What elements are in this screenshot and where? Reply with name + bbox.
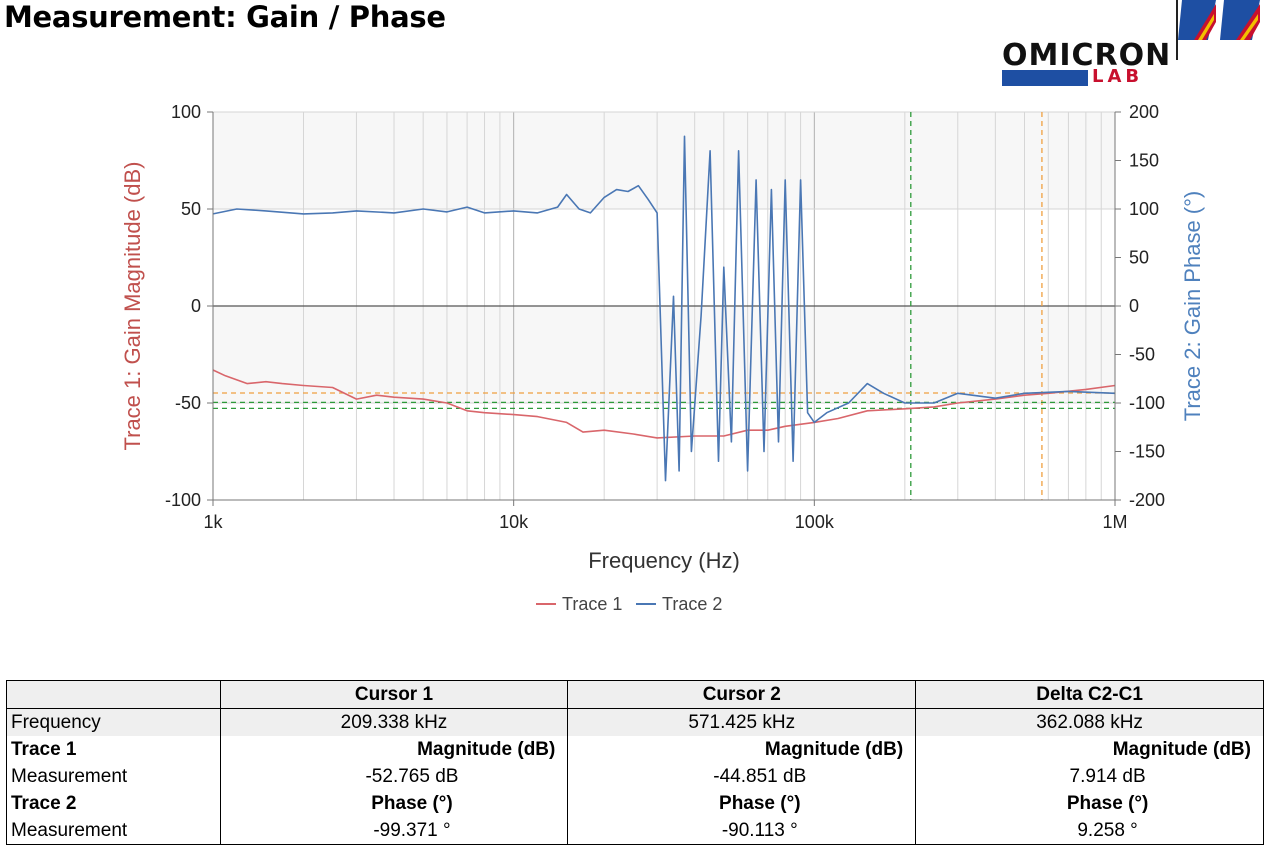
table-cell: Measurement [6, 817, 221, 845]
table-cell: Magnitude (dB) [915, 736, 1264, 763]
y-left-tick-label: 100 [171, 102, 201, 122]
y-right-tick-label: 200 [1129, 102, 1159, 122]
table-header-row: Cursor 1 Cursor 2 Delta C2-C1 [6, 680, 1264, 709]
x-axis-label: Frequency (Hz) [588, 548, 740, 573]
table-cell: Trace 1 [6, 736, 221, 763]
logo-brand-text: OMICRON [1002, 38, 1172, 73]
y-left-tick-label: -100 [165, 490, 201, 510]
x-tick-label: 10k [499, 512, 529, 532]
logo-emblem-icon [1178, 0, 1260, 40]
series-lines [212, 135, 1116, 482]
y-axis-left-label: Trace 1: Gain Magnitude (dB) [120, 162, 145, 451]
x-tick-label: 100k [795, 512, 835, 532]
table-header-cell: Cursor 2 [567, 680, 917, 709]
axes: 100 50 0 -50 -100 200 150 100 50 0 -50 -100 -150 -200… [165, 102, 1165, 532]
legend-label: Trace 2 [662, 594, 722, 614]
series-line-trace-2 [212, 135, 1116, 482]
table-cell: Magnitude (dB) [219, 736, 569, 763]
table-cell: Trace 2 [6, 790, 221, 817]
table-cell: 9.258 ° [915, 817, 1264, 845]
plot-band [213, 209, 1115, 306]
y-left-tick-label: -50 [175, 393, 201, 413]
table-header-cell: Cursor 1 [219, 680, 569, 709]
table-cell: Phase (°) [219, 790, 569, 817]
table-cell: Frequency [6, 708, 221, 736]
table-cell: Measurement [6, 763, 221, 790]
y-axis-right-label: Trace 2: Gain Phase (°) [1180, 191, 1205, 422]
x-tick-label: 1M [1102, 512, 1127, 532]
y-right-tick-label: -150 [1129, 442, 1165, 462]
logo-sub-text: LAB [1092, 66, 1144, 87]
table-row: Measurement -99.371 ° -90.113 ° 9.258 ° [6, 817, 1264, 845]
logo-divider [1176, 0, 1178, 60]
cursor-table: Cursor 1 Cursor 2 Delta C2-C1 Frequency … [6, 680, 1264, 845]
y-right-tick-label: 150 [1129, 151, 1159, 171]
table-row: Measurement -52.765 dB -44.851 dB 7.914 … [6, 763, 1264, 790]
series-line-trace-1 [212, 369, 1116, 439]
table-cell: 7.914 dB [915, 763, 1264, 790]
table-cell: 209.338 kHz [219, 708, 569, 736]
table-cell: -90.113 ° [567, 817, 917, 845]
logo-bar [1002, 70, 1088, 86]
x-tick-label: 1k [203, 512, 223, 532]
page-title: Measurement: Gain / Phase [4, 0, 446, 34]
table-row: Trace 2 Phase (°) Phase (°) Phase (°) [6, 790, 1264, 817]
table-header-cell: Delta C2-C1 [915, 680, 1264, 709]
table-cell: Phase (°) [915, 790, 1264, 817]
table-header-cell [6, 680, 221, 709]
y-right-tick-label: -100 [1129, 393, 1165, 413]
table-row: Trace 1 Magnitude (dB) Magnitude (dB) Ma… [6, 736, 1264, 763]
table-cell: 362.088 kHz [915, 708, 1264, 736]
y-left-tick-label: 0 [191, 296, 201, 316]
table-cell: Phase (°) [567, 790, 917, 817]
legend-label: Trace 1 [562, 594, 622, 614]
y-left-tick-label: 50 [181, 199, 201, 219]
y-right-tick-label: 100 [1129, 199, 1159, 219]
omicron-lab-logo: OMICRON LAB [1000, 0, 1264, 90]
y-right-tick-label: -200 [1129, 490, 1165, 510]
gain-phase-chart: 100 50 0 -50 -100 200 150 100 50 0 -50 -100 -150 -200… [120, 102, 1205, 614]
y-right-tick-label: 50 [1129, 248, 1149, 268]
table-row: Frequency 209.338 kHz 571.425 kHz 362.08… [6, 708, 1264, 736]
table-cell: 571.425 kHz [567, 708, 917, 736]
table-cell: -44.851 dB [567, 763, 917, 790]
y-right-tick-label: 0 [1129, 296, 1139, 316]
grid [212, 111, 1115, 500]
table-cell: Magnitude (dB) [567, 736, 917, 763]
table-cell: -99.371 ° [219, 817, 569, 845]
y-right-tick-label: -50 [1129, 345, 1155, 365]
legend: Trace 1 Trace 2 [536, 594, 722, 614]
table-cell: -52.765 dB [219, 763, 569, 790]
